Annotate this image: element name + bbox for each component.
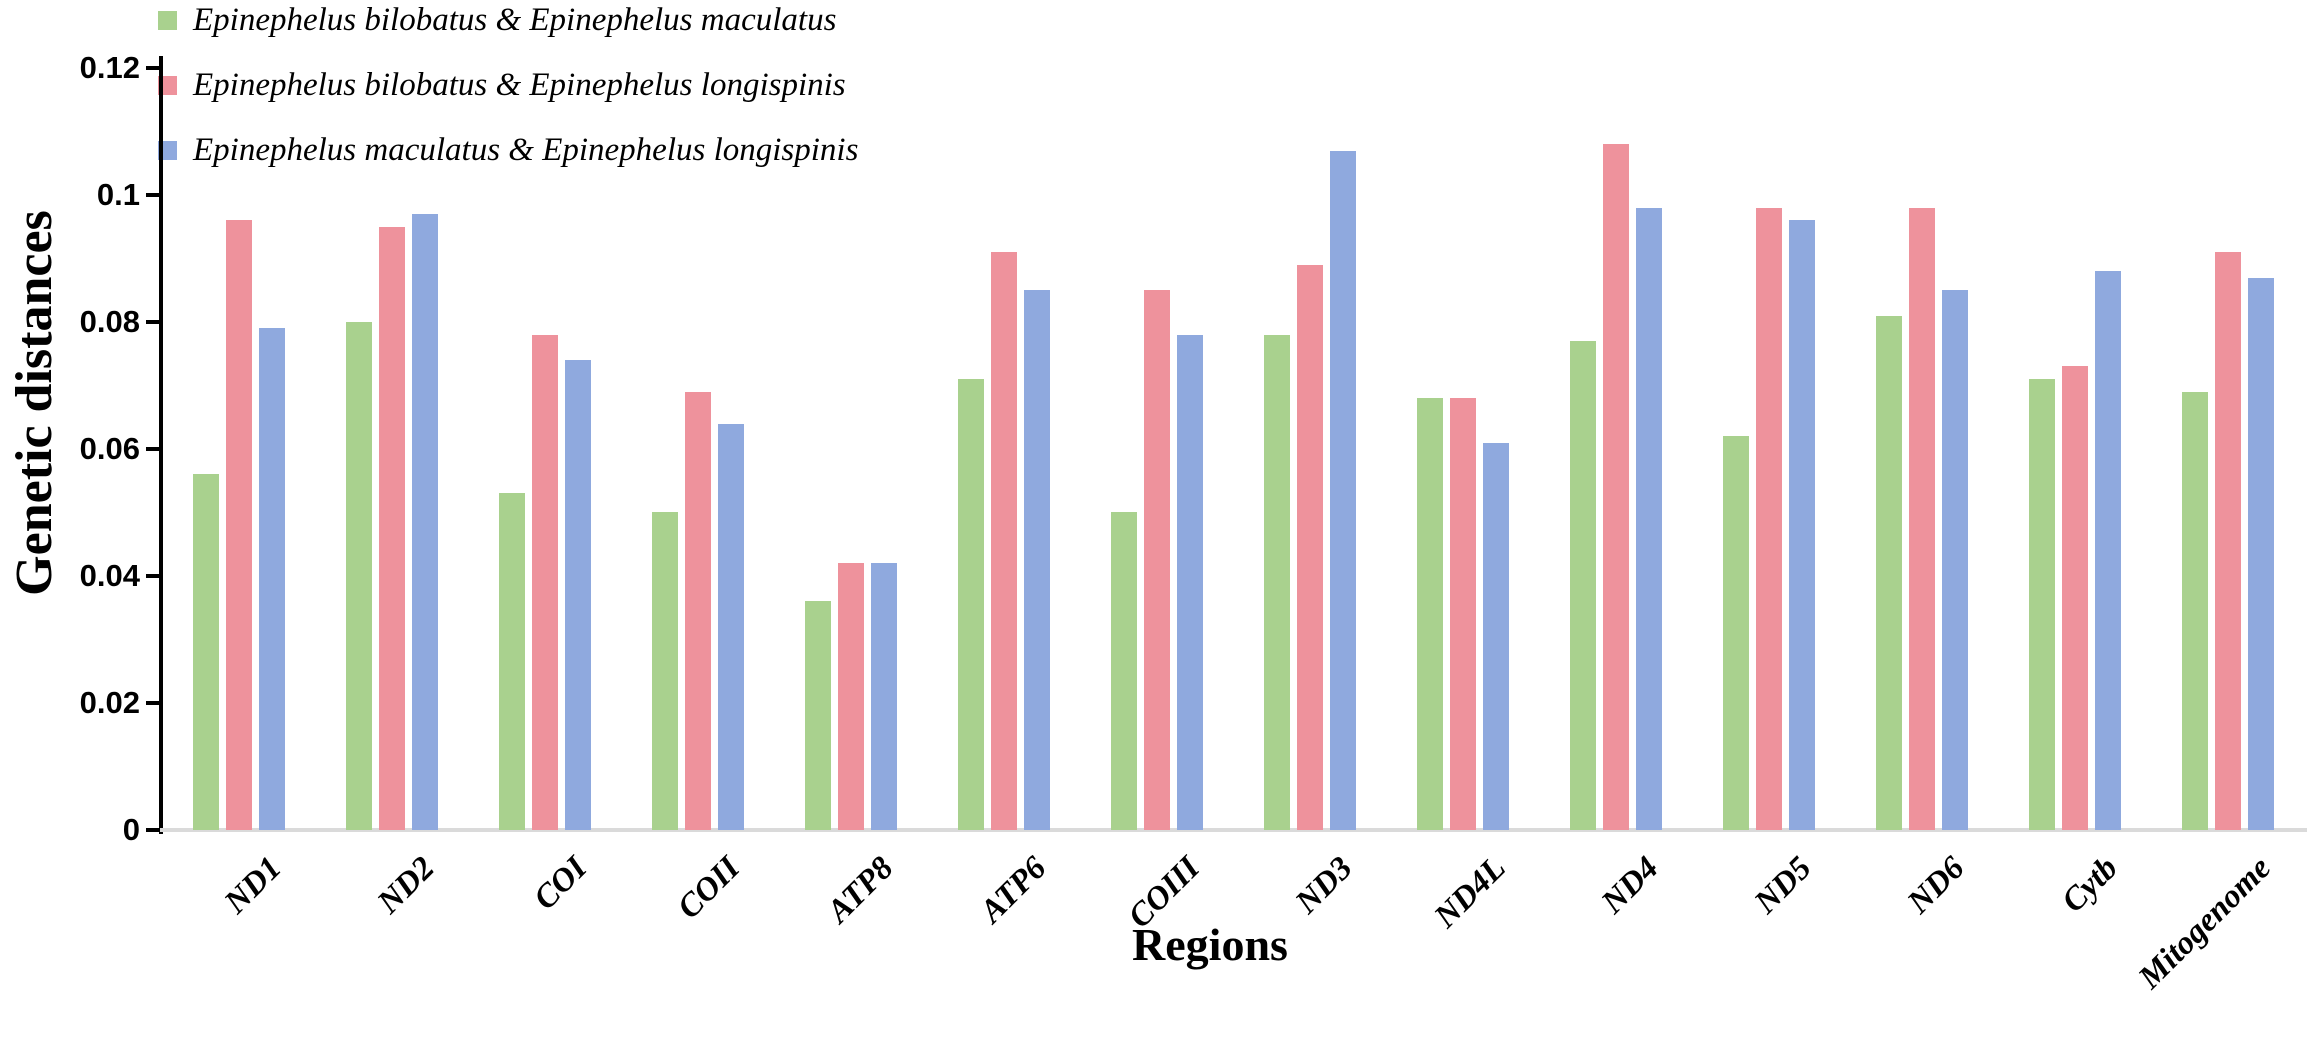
x-category-label-Mitogenome: Mitogenome [2131, 850, 2278, 997]
x-category-label-ND5: ND5 [1747, 850, 1819, 921]
bar-COII-series-1 [685, 392, 711, 830]
bar-ND5-series-1 [1756, 208, 1782, 830]
x-category-label-ND6: ND6 [1900, 850, 1972, 921]
x-category-label-ATP8: ATP8 [820, 850, 901, 930]
x-axis-title: Regions [1132, 919, 1288, 970]
legend-item-2: Epinephelus maculatus & Epinephelus long… [158, 132, 858, 168]
bar-ND3-series-0 [1264, 335, 1290, 830]
bar-ND3-series-2 [1330, 151, 1356, 830]
bar-ND6-series-2 [1942, 290, 1968, 830]
bar-ND1-series-0 [193, 474, 219, 830]
bar-Cytb-series-1 [2062, 366, 2088, 830]
bar-COII-series-2 [718, 424, 744, 830]
bar-ATP8-series-0 [805, 601, 831, 830]
y-axis-tick [146, 447, 160, 451]
x-category-label-COII: COII [671, 850, 748, 927]
y-axis-tick-label: 0.06 [79, 431, 140, 466]
legend-swatch-icon [158, 10, 177, 30]
bar-ND4L-series-1 [1450, 398, 1476, 830]
x-category-label-ND4L: ND4L [1427, 850, 1513, 936]
x-category-label-COI: COI [527, 850, 595, 917]
bar-Cytb-series-0 [2029, 379, 2055, 830]
bar-COII-series-0 [652, 512, 678, 830]
x-axis-line [159, 828, 2307, 832]
y-axis-tick [146, 66, 160, 70]
x-category-label-Cytb: Cytb [2054, 850, 2125, 920]
x-category-label-ND3: ND3 [1288, 850, 1360, 921]
y-axis-tick-label: 0.08 [79, 304, 140, 339]
bar-Mitogenome-series-2 [2248, 278, 2274, 830]
legend-label: Epinephelus bilobatus & Epinephelus long… [193, 66, 846, 103]
bar-ND5-series-0 [1723, 436, 1749, 830]
y-axis-tick-label: 0.12 [79, 50, 140, 85]
legend-item-0: Epinephelus bilobatus & Epinephelus macu… [158, 2, 836, 38]
bar-COI-series-2 [565, 360, 591, 830]
x-category-label-ATP6: ATP6 [973, 850, 1054, 930]
y-axis-tick [146, 828, 160, 832]
bar-Cytb-series-2 [2095, 271, 2121, 830]
bar-ATP8-series-1 [838, 563, 864, 830]
bar-ND4L-series-0 [1417, 398, 1443, 830]
bar-ND4-series-0 [1570, 341, 1596, 830]
bar-ND3-series-1 [1297, 265, 1323, 830]
bar-ND4-series-2 [1636, 208, 1662, 830]
bar-ATP6-series-2 [1024, 290, 1050, 830]
y-axis-line [159, 56, 163, 834]
x-category-label-ND2: ND2 [370, 850, 442, 921]
y-axis-tick [146, 574, 160, 578]
bar-COIII-series-2 [1177, 335, 1203, 830]
y-axis-tick [146, 701, 160, 705]
bar-COI-series-1 [532, 335, 558, 830]
bar-ATP8-series-2 [871, 563, 897, 830]
bar-ATP6-series-1 [991, 252, 1017, 830]
x-category-label-ND4: ND4 [1594, 850, 1666, 921]
bar-ND1-series-1 [226, 220, 252, 830]
bar-Mitogenome-series-0 [2182, 392, 2208, 830]
y-axis-tick-label: 0.02 [79, 685, 140, 720]
bar-ND5-series-2 [1789, 220, 1815, 830]
bar-ND6-series-0 [1876, 316, 1902, 830]
bar-ATP6-series-0 [958, 379, 984, 830]
y-axis-tick [146, 320, 160, 324]
bar-ND6-series-1 [1909, 208, 1935, 830]
bar-COIII-series-1 [1144, 290, 1170, 830]
bar-ND2-series-2 [412, 214, 438, 830]
y-axis-tick-label: 0.04 [79, 558, 140, 593]
bar-ND2-series-1 [379, 227, 405, 830]
legend-label: Epinephelus bilobatus & Epinephelus macu… [193, 1, 837, 38]
legend-label: Epinephelus maculatus & Epinephelus long… [193, 131, 859, 168]
bar-Mitogenome-series-1 [2215, 252, 2241, 830]
bar-ND1-series-2 [259, 328, 285, 830]
bar-COI-series-0 [499, 493, 525, 830]
bar-ND4L-series-2 [1483, 443, 1509, 830]
bar-ND4-series-1 [1603, 144, 1629, 830]
x-category-label-ND1: ND1 [217, 850, 289, 921]
bar-ND2-series-0 [346, 322, 372, 830]
bar-COIII-series-0 [1111, 512, 1137, 830]
y-axis-tick [146, 193, 160, 197]
y-axis-tick-label: 0 [122, 812, 140, 847]
y-axis-tick-label: 0.1 [96, 177, 140, 212]
